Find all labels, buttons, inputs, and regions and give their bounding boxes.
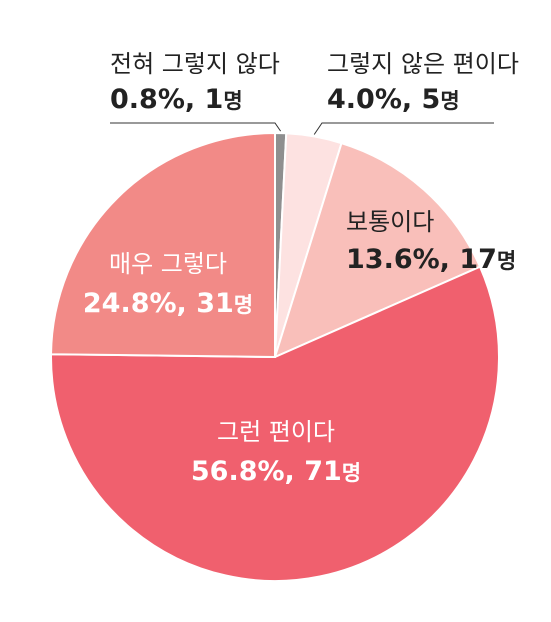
slice-value-0: 0.8%, 1명 (110, 84, 243, 115)
slice-percent-2: 13.6%, 17 (346, 244, 497, 275)
slice-label-3: 그런 편이다 (217, 418, 335, 446)
leader-line-0 (110, 122, 282, 132)
pie-slice-3 (50, 265, 500, 583)
slice-value-1: 4.0%, 5명 (327, 84, 460, 115)
slice-value-4: 24.8%, 31명 (83, 288, 253, 319)
leader-line-1 (313, 122, 494, 135)
pie-slice-2 (273, 141, 482, 359)
slice-unit-3: 명 (342, 461, 361, 485)
slice-label-2: 보통이다 (346, 208, 434, 236)
slice-percent-3: 56.8%, 71 (191, 456, 342, 487)
slice-value-2: 13.6%, 17명 (346, 244, 516, 275)
slice-unit-2: 명 (497, 249, 516, 273)
leader-lines (110, 122, 494, 135)
slice-percent-4: 24.8%, 31 (83, 288, 234, 319)
slice-value-3: 56.8%, 71명 (191, 456, 361, 487)
slice-unit-4: 명 (234, 293, 253, 317)
pie-slice-4 (50, 131, 276, 359)
slice-label-0: 전혀 그렇지 않다 (110, 50, 280, 78)
slice-unit-0: 명 (223, 89, 242, 113)
slice-label-4: 매우 그렇다 (109, 250, 227, 278)
pie-slices (50, 131, 500, 583)
slice-percent-0: 0.8%, 1 (110, 84, 223, 115)
slice-label-1: 그렇지 않은 편이다 (327, 50, 519, 78)
slice-unit-1: 명 (440, 89, 459, 113)
slice-percent-1: 4.0%, 5 (327, 84, 440, 115)
